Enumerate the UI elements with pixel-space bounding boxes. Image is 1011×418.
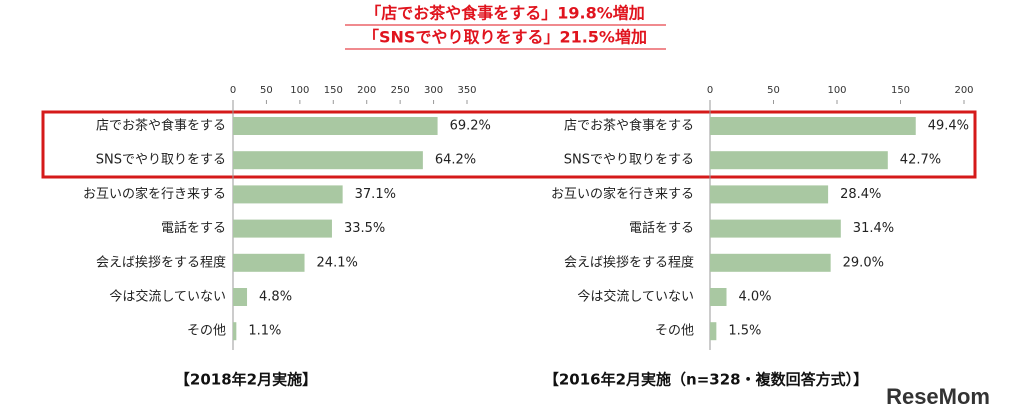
value-label: 1.5%	[728, 324, 761, 339]
value-label: 49.4%	[928, 119, 969, 134]
value-label: 4.0%	[739, 290, 772, 305]
value-label: 4.8%	[259, 290, 292, 305]
bar	[710, 151, 888, 170]
bar	[233, 117, 438, 135]
x-tick-label: 50	[767, 85, 780, 96]
x-tick-label: 200	[954, 85, 973, 96]
x-tick-label: 100	[827, 85, 846, 96]
value-label: 37.1%	[355, 187, 396, 202]
x-tick-label: 150	[891, 85, 910, 96]
x-tick-label: 200	[357, 85, 376, 96]
x-tick-label: 150	[324, 85, 343, 96]
category-label: その他	[655, 324, 694, 339]
x-tick-label: 0	[707, 85, 713, 96]
bar	[710, 219, 841, 238]
watermark: ReseMom	[886, 384, 990, 409]
annotation: 「店でお茶や食事をする」19.8%増加	[365, 4, 645, 23]
category-label: 今は交流していない	[577, 289, 694, 305]
bar	[233, 253, 305, 272]
bar	[710, 117, 916, 135]
category-label: SNSでやり取りをする	[96, 153, 226, 168]
bar	[233, 322, 237, 341]
x-tick-label: 100	[290, 85, 309, 96]
x-tick-label: 300	[424, 85, 443, 96]
value-label: 1.1%	[248, 324, 281, 339]
category-label: SNSでやり取りをする	[564, 153, 694, 168]
caption: 【2018年2月実施】	[175, 371, 317, 389]
caption: 【2016年2月実施（n=328・複数回答方式）】	[544, 371, 868, 389]
value-label: 33.5%	[344, 221, 385, 236]
bar	[233, 185, 343, 204]
value-label: 31.4%	[853, 221, 894, 236]
category-label: 会えば挨拶をする程度	[96, 254, 226, 270]
category-label: その他	[187, 324, 226, 339]
category-label: 電話をする	[161, 220, 226, 236]
value-label: 69.2%	[450, 119, 491, 134]
value-label: 24.1%	[317, 255, 358, 270]
value-label: 64.2%	[435, 153, 476, 168]
category-label: お互いの家を行き来する	[551, 186, 694, 202]
category-label: お互いの家を行き来する	[83, 186, 226, 202]
x-tick-label: 250	[391, 85, 410, 96]
bar	[233, 288, 248, 306]
bar	[710, 288, 727, 306]
category-label: 今は交流していない	[109, 289, 226, 305]
category-label: 電話をする	[629, 220, 694, 236]
value-label: 28.4%	[840, 187, 881, 202]
category-label: 会えば挨拶をする程度	[564, 254, 694, 270]
value-label: 29.0%	[843, 255, 884, 270]
bar	[710, 185, 829, 204]
x-tick-label: 350	[457, 85, 476, 96]
category-label: 店でお茶や食事をする	[96, 118, 226, 134]
x-tick-label: 0	[230, 85, 236, 96]
value-label: 42.7%	[900, 153, 941, 168]
category-label: 店でお茶や食事をする	[564, 118, 694, 134]
x-tick-label: 50	[260, 85, 273, 96]
bar	[233, 219, 332, 238]
highlight-box	[41, 110, 977, 179]
bar	[710, 253, 831, 272]
bar	[710, 322, 717, 341]
annotation: 「SNSでやり取りをする」21.5%増加	[363, 28, 647, 47]
bar	[233, 151, 423, 170]
